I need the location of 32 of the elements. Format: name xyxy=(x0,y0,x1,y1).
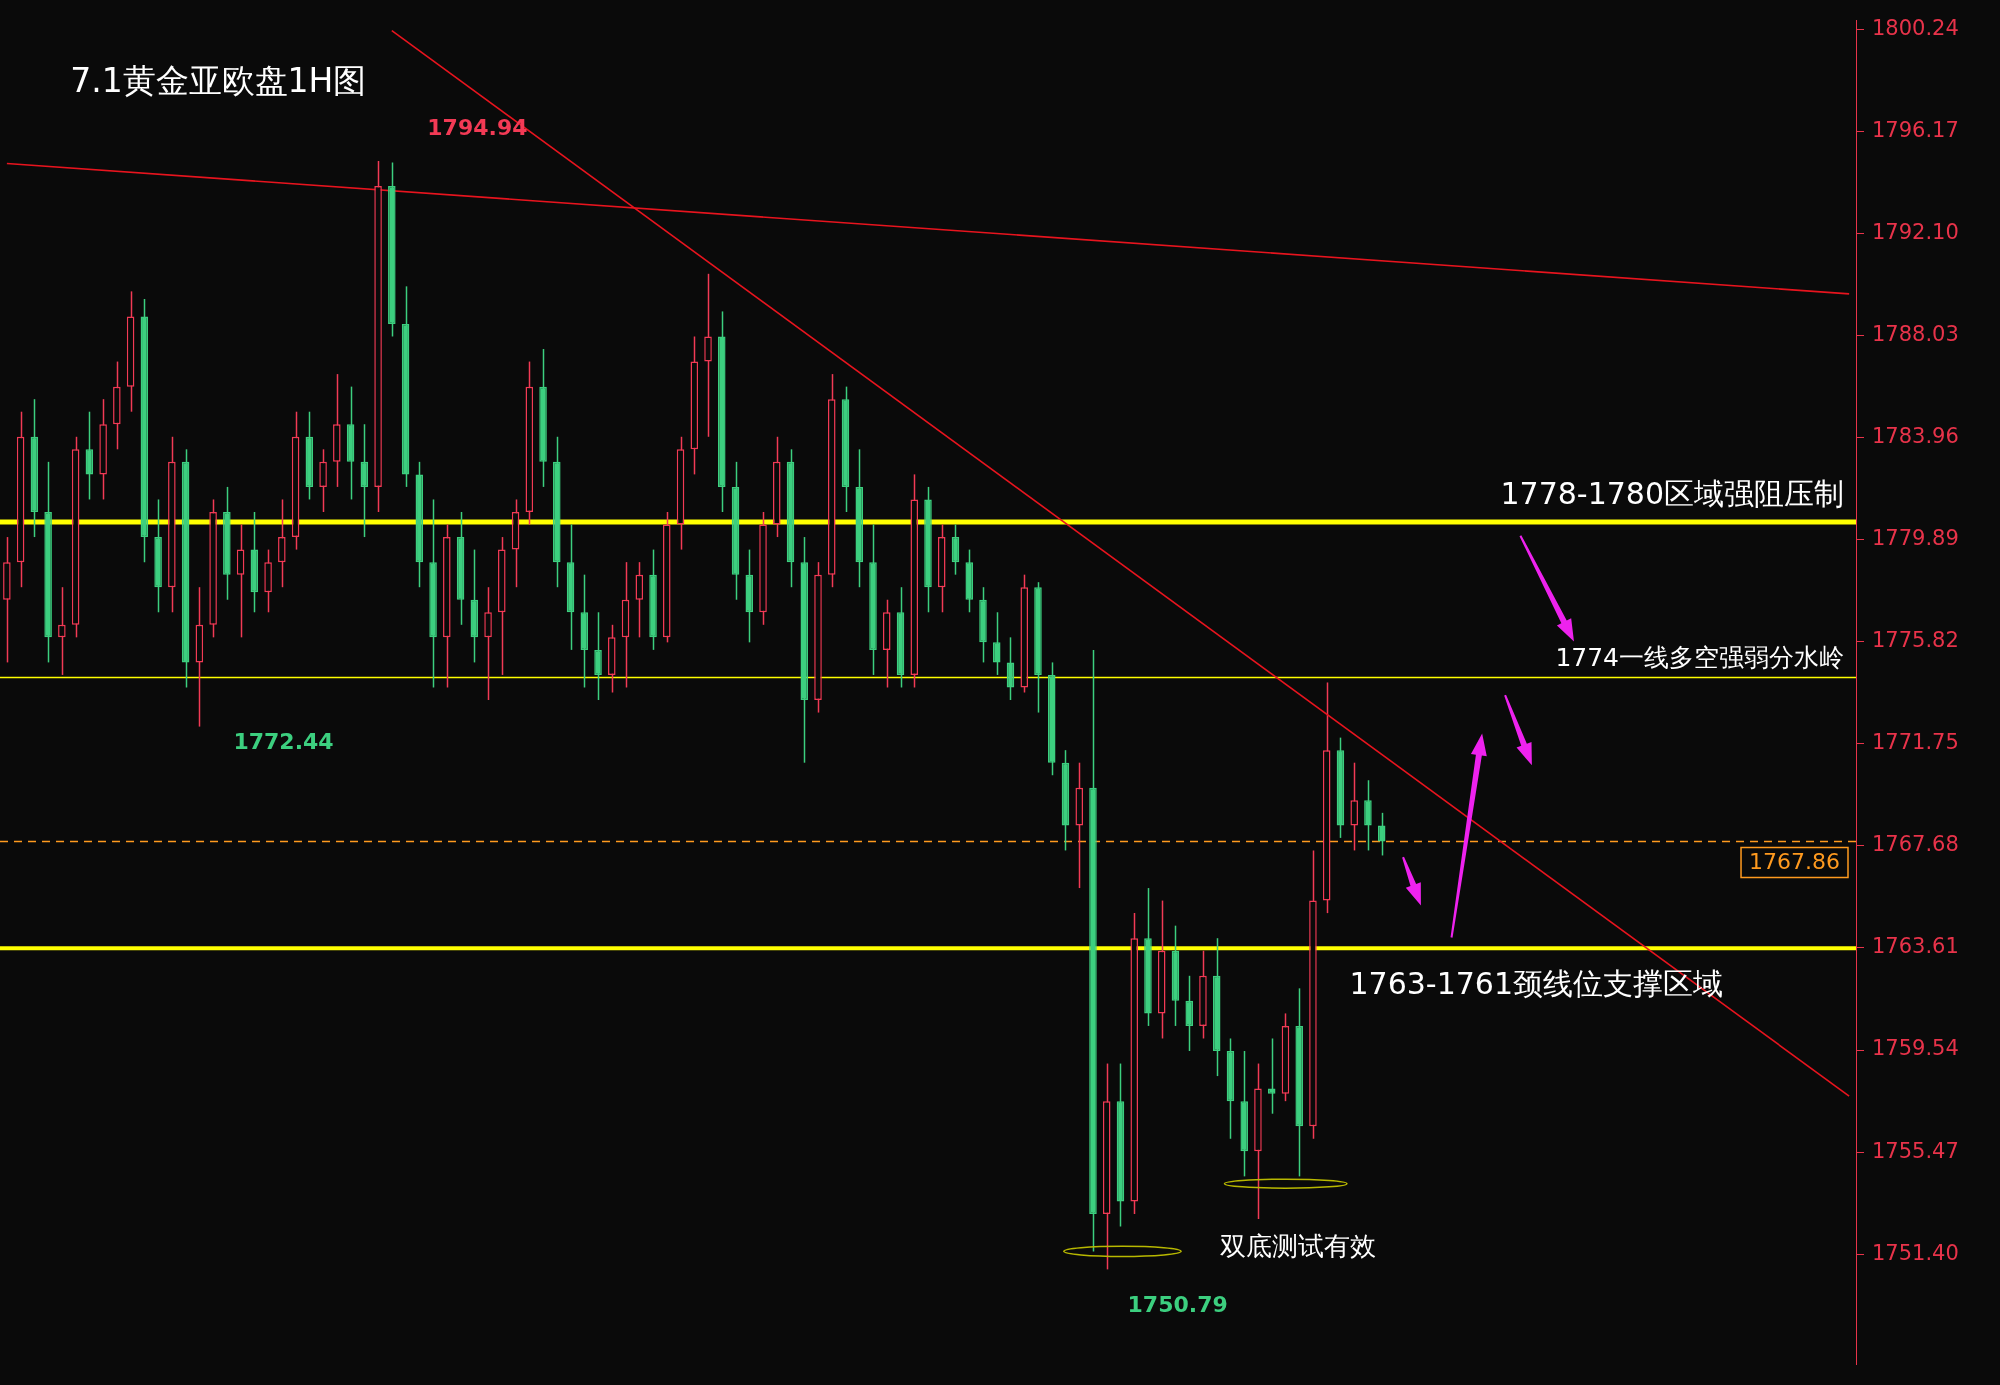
ref-line-label: 1774一线多空强弱分水岭 xyxy=(1555,642,1844,672)
y-tick-label: 1775.82 xyxy=(1872,628,1959,653)
y-tick-label: 1771.75 xyxy=(1872,730,1959,755)
candlestick xyxy=(992,611,1001,676)
annotation: 双底测试有效 xyxy=(1220,1231,1377,1262)
y-tick-label: 1788.03 xyxy=(1872,322,1959,347)
y-tick-label: 1763.61 xyxy=(1872,934,1959,959)
annotation: 1750.79 xyxy=(1127,1291,1228,1317)
y-tick-label: 1751.40 xyxy=(1872,1240,1959,1265)
text: 7.1黄金亚欧盘1H图 xyxy=(70,59,367,102)
candlestick xyxy=(1377,812,1386,857)
candlestick xyxy=(58,586,66,676)
y-tick-label: 1779.89 xyxy=(1872,526,1959,551)
annotation: 1794.94 xyxy=(427,114,528,140)
y-tick-label: 1783.96 xyxy=(1872,424,1959,449)
ref-line-label: 1778-1780区域强阻压制 xyxy=(1500,475,1844,511)
candlestick xyxy=(85,410,94,501)
y-tick-label: 1800.24 xyxy=(1872,16,1959,41)
candlestick xyxy=(635,561,644,639)
y-tick-label: 1755.47 xyxy=(1872,1138,1959,1163)
y-tick-label: 1759.54 xyxy=(1872,1036,1959,1061)
y-tick-label: 1796.17 xyxy=(1872,118,1959,143)
candlestick xyxy=(1267,1037,1276,1115)
y-tick-label: 1767.68 xyxy=(1872,832,1959,857)
candlestick xyxy=(236,523,245,639)
y-tick-label: 1792.10 xyxy=(1872,220,1959,245)
candlestick xyxy=(360,423,369,538)
candlestick xyxy=(1006,636,1015,701)
ref-line-label: 1763-1761颈线位支撑区域 xyxy=(1349,966,1724,1002)
ref-line-label: 1767.86 xyxy=(1749,849,1841,875)
candlestick xyxy=(951,523,960,576)
annotation: 1772.44 xyxy=(233,729,334,755)
